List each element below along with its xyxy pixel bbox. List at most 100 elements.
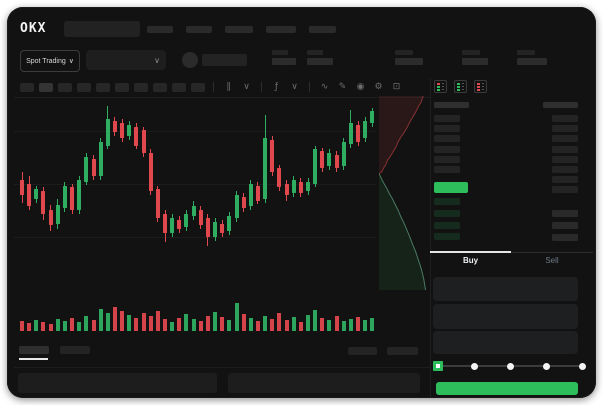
search-input[interactable] xyxy=(64,21,140,37)
bottom-tab-0[interactable] xyxy=(19,346,49,354)
last-price-row[interactable] xyxy=(434,182,468,193)
bottom-tab-1[interactable] xyxy=(60,346,90,354)
candle-type-icon[interactable]: ∥ xyxy=(226,82,231,92)
gridline-1 xyxy=(14,184,376,185)
nav-item-placeholder-2[interactable] xyxy=(225,26,253,33)
timeframe-button-4[interactable] xyxy=(96,82,110,92)
okx-logo[interactable]: OKX xyxy=(20,21,47,36)
buy-submit-button[interactable] xyxy=(436,382,578,395)
volume-bar xyxy=(27,323,32,331)
candle-type-chevron-icon[interactable]: ∨ xyxy=(243,82,250,92)
candle-body xyxy=(205,217,210,237)
tab-buy[interactable]: Buy xyxy=(462,256,479,265)
bid-row[interactable] xyxy=(434,198,460,205)
buy-tab-underline xyxy=(430,251,511,253)
volume-bar xyxy=(205,316,210,331)
candle-body xyxy=(306,181,310,192)
candle-body xyxy=(170,217,175,233)
nav-item-placeholder-3[interactable] xyxy=(266,26,296,33)
candle-body xyxy=(298,181,303,194)
ask-row[interactable] xyxy=(434,125,460,132)
nav-item-placeholder-4[interactable] xyxy=(309,26,336,33)
book-icon-colorbar xyxy=(457,82,460,85)
bottom-panel-1 xyxy=(228,373,420,393)
stat-value-placeholder xyxy=(517,58,547,65)
slider-stop-25[interactable] xyxy=(470,363,478,370)
bid-row[interactable] xyxy=(434,233,460,240)
bottom-right-placeholder-1[interactable] xyxy=(387,347,418,355)
slider-stop-75[interactable] xyxy=(542,363,550,370)
volume-bar xyxy=(341,321,346,331)
book-icon-line xyxy=(481,88,484,91)
candlestick-chart[interactable] xyxy=(20,100,377,290)
slider-stop-50[interactable] xyxy=(506,363,514,370)
book-icon-colorbar xyxy=(477,88,480,91)
pair-selector-dropdown[interactable]: ∨ xyxy=(86,50,166,70)
book-icon-colorbar xyxy=(437,85,440,88)
volume-bar xyxy=(327,320,332,331)
timeframe-button-3[interactable] xyxy=(77,82,91,92)
timeframe-button-5[interactable] xyxy=(115,82,129,92)
volume-bar xyxy=(348,319,353,331)
slider-handle[interactable] xyxy=(433,361,443,371)
indicators-chevron-icon[interactable]: ∨ xyxy=(291,82,298,92)
volume-bar xyxy=(120,311,125,331)
draw-tool-icon[interactable]: ✎ xyxy=(338,82,347,92)
nav-item-placeholder-0[interactable] xyxy=(147,26,173,33)
timeframe-button-6[interactable] xyxy=(134,82,148,92)
indicators-icon[interactable]: ƒ xyxy=(274,82,279,92)
candle-body xyxy=(20,179,24,195)
timeframe-button-2[interactable] xyxy=(58,82,72,92)
volume-bar xyxy=(177,318,182,331)
book-icon-line xyxy=(461,82,464,85)
chart-settings-icon[interactable]: ⚙ xyxy=(374,82,383,92)
size-row xyxy=(552,210,578,217)
bid-row[interactable] xyxy=(434,222,460,229)
bid-row[interactable] xyxy=(434,210,460,217)
timeframe-button-7[interactable] xyxy=(153,82,167,92)
book-view-asks-icon[interactable] xyxy=(474,80,487,93)
market-type-dropdown[interactable]: Spot Trading ∨ xyxy=(20,50,80,72)
book-icon-row xyxy=(437,82,444,85)
candle-body xyxy=(234,195,239,218)
ask-row[interactable] xyxy=(434,146,460,153)
slider-stop-100[interactable] xyxy=(578,363,586,370)
fullscreen-icon[interactable]: ⊡ xyxy=(392,82,401,92)
snapshot-icon[interactable]: ◉ xyxy=(356,82,365,92)
book-icon-row xyxy=(437,85,444,88)
timeframe-button-9[interactable] xyxy=(191,82,205,92)
ask-row[interactable] xyxy=(434,156,460,163)
ask-row[interactable] xyxy=(434,166,460,173)
bottom-panel-0 xyxy=(18,373,217,393)
tab-sell[interactable]: Sell xyxy=(545,256,559,265)
order-input-1[interactable] xyxy=(433,304,578,329)
book-icon-line xyxy=(461,88,464,91)
stat-value-placeholder xyxy=(307,58,333,65)
timeframe-button-1[interactable] xyxy=(39,82,53,92)
volume-bar xyxy=(220,317,225,331)
timeframe-button-0[interactable] xyxy=(20,82,34,92)
volume-bar xyxy=(334,316,339,331)
volume-bar xyxy=(127,315,132,331)
candle-body xyxy=(341,141,346,167)
size-row xyxy=(552,186,578,193)
order-input-0[interactable] xyxy=(433,277,578,301)
size-row xyxy=(552,176,578,183)
order-input-2[interactable] xyxy=(433,331,578,354)
book-view-both-icon[interactable] xyxy=(434,80,447,93)
timeframe-button-8[interactable] xyxy=(172,82,186,92)
size-row xyxy=(552,146,578,153)
book-view-bids-icon[interactable] xyxy=(454,80,467,93)
volume-bar xyxy=(20,321,24,331)
volume-bar xyxy=(184,314,189,331)
candle-body xyxy=(120,122,125,138)
toolbar-divider xyxy=(213,82,214,92)
ask-row[interactable] xyxy=(434,115,460,122)
line-style-icon[interactable]: ∿ xyxy=(320,82,329,92)
volume-bar xyxy=(270,319,275,331)
nav-item-placeholder-1[interactable] xyxy=(186,26,212,33)
volume-bar xyxy=(148,316,153,331)
ask-row[interactable] xyxy=(434,135,460,142)
bottom-right-placeholder-0[interactable] xyxy=(348,347,377,355)
depth-line xyxy=(379,173,427,290)
